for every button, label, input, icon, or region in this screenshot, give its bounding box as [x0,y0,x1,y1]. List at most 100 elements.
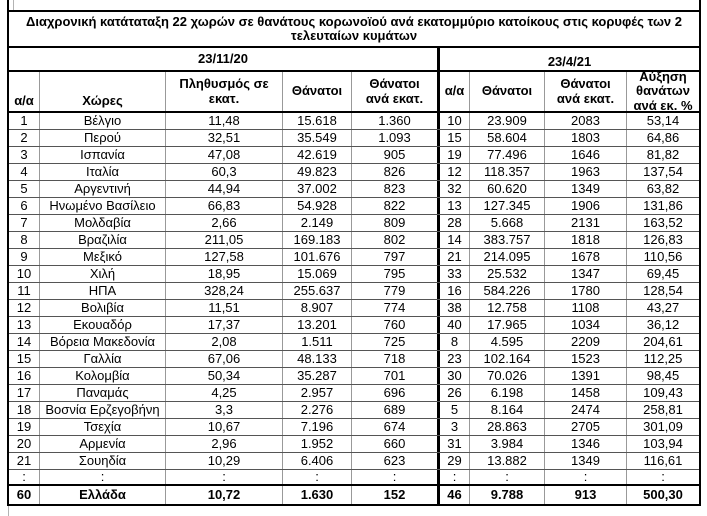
cell-country-name: Εκουαδόρ [40,317,166,333]
cell-country-name: Παναμάς [40,385,166,401]
header-countries: Χώρες [40,72,166,111]
cell-deaths-per-million-left: 725 [352,334,440,350]
cell-deaths-per-million-left: 760 [352,317,440,333]
title-row: Διαχρονική κατάταταξη 22 χωρών σε θανάτο… [9,12,699,48]
cell-country-name: Μολδαβία [40,215,166,231]
cell-population-millions: 2,96 [166,436,283,452]
cell-rank-right: 28 [440,215,470,231]
cell-country-name: Βόρεια Μακεδονία [40,334,166,350]
cell-deaths-right: 4.595 [470,334,545,350]
cell-rank-right: : [440,470,470,484]
cell-deaths-right: 102.164 [470,351,545,367]
cell-deaths-per-million-left: 809 [352,215,440,231]
gridline-stub-bottom [8,506,9,516]
cell-deaths-per-million-right: 1391 [545,368,627,384]
cell-country-name: Μεξικό [40,249,166,265]
cell-deaths-per-million-left: 802 [352,232,440,248]
cell-deaths-left: 35.549 [283,130,352,146]
cell-deaths-increase-percent: : [661,470,665,484]
cell-deaths-right: 77.496 [470,147,545,163]
right-border-stub [699,0,701,10]
cell-country-name: Αργεντινή [40,181,166,197]
cell-country-name: Βέλγιο [40,113,166,129]
cell-deaths-increase-percent: 258,81 [643,402,683,417]
cell-deaths-increase-percent: 109,43 [643,385,683,400]
date-header-row: 23/11/20 23/4/21 [9,48,699,72]
cell-population-millions: 211,05 [166,232,283,248]
cell-deaths-per-million-left: 674 [352,419,440,435]
cell-rank-left: 12 [9,300,40,316]
cell-deaths-left: 1.630 [283,486,352,504]
table-row: 14 Βόρεια Μακεδονία 2,08 1.511 725 8 4.595 2209… [9,334,699,351]
cell-country-name: Ελλάδα [40,486,166,504]
header-rank-left: α/α [9,72,40,111]
cell-deaths-left: 35.287 [283,368,352,384]
total-row-greece: 60 Ελλάδα 10,72 1.630 152 46 9.788 913 500,30 [9,486,699,504]
cell-deaths-increase-percent: 116,61 [643,453,683,468]
table-row: 20 Αρμενία 2,96 1.952 660 31 3.984 1346 103,94 [9,436,699,453]
cell-rank-right: 32 [440,181,470,197]
cell-deaths-increase-percent: 64,86 [646,130,680,145]
cell-deaths-increase-percent: 301,09 [643,419,683,434]
cell-deaths-left: 15.618 [283,113,352,129]
cell-population-millions: 50,34 [166,368,283,384]
cell-population-millions: 17,37 [166,317,283,333]
cell-deaths-increase-percent: 69,45 [646,266,680,281]
cell-population-millions: 11,51 [166,300,283,316]
table-row: 17 Παναμάς 4,25 2.957 696 26 6.198 1458 109,43 [9,385,699,402]
cell-rank-right: 40 [440,317,470,333]
cell-deaths-per-million-right: 1780 [545,283,627,299]
cell-deaths-per-million-left: 795 [352,266,440,282]
table-row: 18 Βοσνία Ερζεγοβήνη 3,3 2.276 689 5 8.164 2474… [9,402,699,419]
table-row: 7 Μολδαβία 2,66 2.149 809 28 5.668 2131 163,52 [9,215,699,232]
left-border-stub [7,0,9,10]
cell-population-millions: 10,67 [166,419,283,435]
cell-deaths-left: 2.957 [283,385,352,401]
cell-rank-left: 15 [9,351,40,367]
cell-deaths-right: 118.357 [470,164,545,180]
cell-deaths-per-million-left: 774 [352,300,440,316]
gridline-stub-top [13,0,14,10]
cell-country-name: Κολομβία [40,368,166,384]
cell-rank-left: 14 [9,334,40,350]
cell-deaths-per-million-right: 1803 [545,130,627,146]
cell-rank-left: 60 [9,486,40,504]
cell-deaths-per-million-left: 797 [352,249,440,265]
cell-deaths-per-million-left: 823 [352,181,440,197]
table-title: Διαχρονική κατάταταξη 22 χωρών σε θανάτο… [26,13,682,43]
cell-deaths-increase-percent: 53,14 [646,113,680,128]
cell-rank-left: 13 [9,317,40,333]
cell-rank-right: 10 [440,113,470,129]
cell-population-millions: 2,08 [166,334,283,350]
cell-rank-right: 26 [440,385,470,401]
cell-rank-left: : [9,470,40,484]
cell-deaths-right: 23.909 [470,113,545,129]
cell-country-name: ΗΠΑ [40,283,166,299]
cell-deaths-increase-percent: 81,82 [646,147,680,162]
table-row: 3 Ισπανία 47,08 42.619 905 19 77.496 1646 81,82 [9,147,699,164]
header-rank-right: α/α [440,72,470,111]
cell-rank-left: 19 [9,419,40,435]
cell-country-name: Ηνωμένο Βασίλειο [40,198,166,214]
cell-population-millions: : [166,470,283,484]
table-row: 13 Εκουαδόρ 17,37 13.201 760 40 17.965 1034 36,1… [9,317,699,334]
cell-deaths-increase-percent: 103,94 [643,436,683,451]
cell-rank-left: 16 [9,368,40,384]
cell-deaths-increase-percent: 163,52 [643,215,683,230]
cell-rank-right: 15 [440,130,470,146]
cell-deaths-per-million-right: 1678 [545,249,627,265]
cell-rank-right: 16 [440,283,470,299]
cell-rank-right: 29 [440,453,470,469]
cell-rank-left: 3 [9,147,40,163]
cell-rank-left: 7 [9,215,40,231]
cell-deaths-per-million-right: 1458 [545,385,627,401]
column-header-row: α/α Χώρες Πληθυσμός σε εκατ. Θάνατοι Θάν… [9,72,699,113]
table-row: 11 ΗΠΑ 328,24 255.637 779 16 584.226 1780 128,54 [9,283,699,300]
header-deaths-per-million-right: Θάνατοι ανά εκατ. [545,72,627,111]
table-body: 1 Βέλγιο 11,48 15.618 1.360 10 23.909 2083 53,14… [9,113,699,504]
cell-deaths-left: 6.406 [283,453,352,469]
cell-deaths-right: : [470,470,545,484]
table-row: 16 Κολομβία 50,34 35.287 701 30 70.026 1391 98,4… [9,368,699,385]
cell-deaths-per-million-right: 2083 [545,113,627,129]
cell-country-name: Βραζιλία [40,232,166,248]
